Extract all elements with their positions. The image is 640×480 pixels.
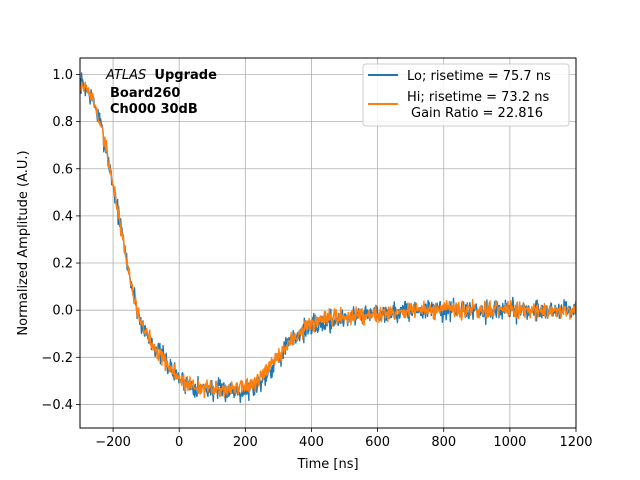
annotation-channel: Ch000 30dB [110, 102, 198, 117]
y-axis-label: Normalized Amplitude (A.U.) [16, 150, 31, 335]
x-tick-label: 400 [299, 435, 324, 450]
y-tick-label: 0.0 [52, 304, 73, 319]
y-tick-label: 1.0 [52, 68, 73, 83]
legend: Lo; risetime = 75.7 ns Hi; risetime = 73… [362, 63, 570, 127]
y-tick-label: −0.4 [41, 398, 73, 413]
x-tick-label: 1000 [493, 435, 526, 450]
x-tick-label: 600 [365, 435, 390, 450]
series-layer [80, 72, 576, 404]
x-tick-label: 1200 [559, 435, 592, 450]
x-axis-label: Time [ns] [296, 457, 358, 472]
legend-label-gain: Gain Ratio = 22.816 [411, 106, 543, 121]
series-line-hi [80, 81, 576, 399]
axis-ticks: −200 0 200 400 600 800 1000 1200 −0.4 −0.2 0.0 0.2 0… [41, 68, 592, 450]
x-tick-label: 800 [431, 435, 456, 450]
x-tick-label: 0 [175, 435, 183, 450]
annotation-atlas: ATLAS [105, 68, 146, 83]
y-tick-label: 0.2 [52, 257, 73, 272]
annotation-line-1: ATLAS Upgrade [105, 68, 217, 83]
legend-label-hi: Hi; risetime = 73.2 ns [407, 90, 549, 105]
y-tick-label: 0.8 [52, 115, 73, 130]
legend-label-lo: Lo; risetime = 75.7 ns [407, 69, 551, 84]
atlas-annotation: ATLAS Upgrade Board260 Ch000 30dB [105, 68, 217, 117]
x-tick-label: −200 [95, 435, 131, 450]
legend-box [362, 63, 570, 127]
annotation-upgrade: Upgrade [154, 68, 217, 83]
annotation-board: Board260 [110, 86, 180, 101]
y-tick-label: 0.6 [52, 162, 73, 177]
plot-frame [79, 57, 577, 429]
y-tick-label: −0.2 [41, 351, 73, 366]
y-tick-label: 0.4 [52, 209, 73, 224]
x-tick-label: 200 [233, 435, 258, 450]
